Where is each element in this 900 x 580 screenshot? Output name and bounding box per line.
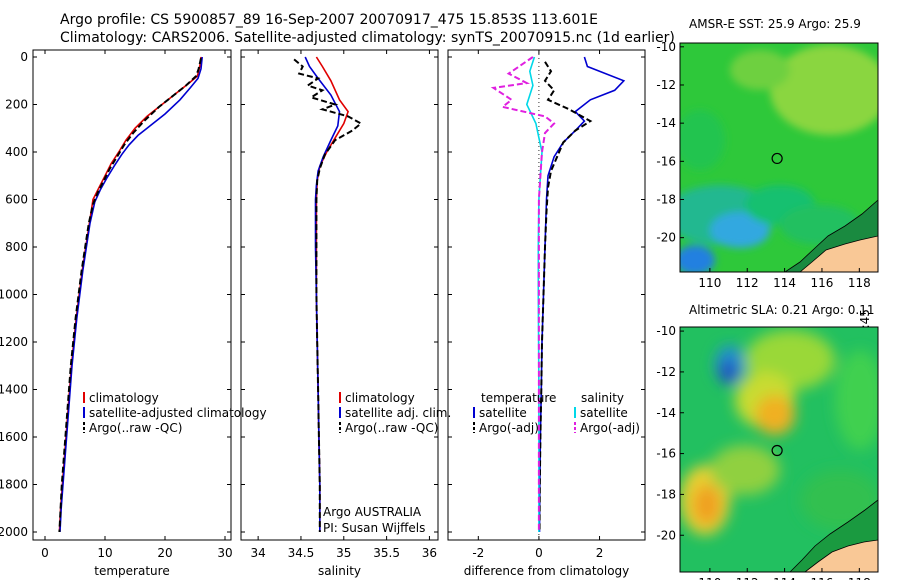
legend-diff-temp-header: temperature <box>481 391 556 405</box>
temperature-xtick-label: 10 <box>97 546 112 560</box>
temperature-ytick-label: 1000 <box>0 288 28 302</box>
temperature-xtick-label: 30 <box>217 546 232 560</box>
sla-map-title: Altimetric SLA: 0.21 Argo: 0.11 <box>689 303 875 317</box>
difference-xtick-label: 0 <box>535 546 543 560</box>
sla-map-frame <box>679 326 879 573</box>
sla-map <box>680 327 878 572</box>
legend-sal-satellite-label: satellite adj. clim. <box>345 406 451 420</box>
sst-map-ytick-label: -20 <box>656 231 676 245</box>
sst-map-xtick-label: 114 <box>773 276 796 290</box>
legend-diff-sal-argo-label: Argo(-adj) <box>580 421 640 435</box>
annotation-pi: PI: Susan Wijffels <box>323 521 425 535</box>
temperature-series-argo-raw-qc- <box>58 57 202 533</box>
sst-map-xtick-label: 112 <box>736 276 759 290</box>
legend-sal-climatology-label: climatology <box>345 391 415 405</box>
difference-xlabel: difference from climatology <box>464 564 630 578</box>
sst-map-ytick-label: -16 <box>656 154 676 168</box>
sla-map-ytick-label: -18 <box>656 487 676 501</box>
temperature-ytick-label: 1400 <box>0 383 28 397</box>
salinity-frame <box>240 49 439 541</box>
salinity-series-satellite-adj-clim- <box>304 56 341 532</box>
temperature-ytick-label: 0 <box>20 50 28 64</box>
difference-series-temperature-satellite <box>538 56 626 533</box>
sst-map-xtick-label: 110 <box>698 276 721 290</box>
sla-map-ytick-label: -14 <box>656 406 676 420</box>
temperature-ytick-label: 200 <box>5 98 28 112</box>
sla-map-xtick-label: 116 <box>811 576 834 580</box>
sst-map-float-marker <box>771 152 783 165</box>
profile-title: Argo profile: CS 5900857_89 16-Sep-2007 … <box>60 12 598 28</box>
sst-map-ytick-label: -12 <box>656 78 676 92</box>
temperature-ytick-label: 1200 <box>0 335 28 349</box>
sla-map-xtick-label: 112 <box>736 576 759 580</box>
sla-map-ytick-label: -12 <box>656 365 676 379</box>
temperature-series-climatology <box>58 56 202 533</box>
legend-temp-satellite-label: satellite-adjusted climatology <box>89 406 267 420</box>
temperature-xlabel: temperature <box>94 564 169 578</box>
temperature-panel: 0 10 20 30 0 200 400 600 800 1000 1200 1400 1600 1800… <box>0 49 233 578</box>
temperature-ytick-label: 400 <box>5 145 28 159</box>
sst-map-xtick-label: 116 <box>811 276 834 290</box>
difference-series-salinity-argo-adj- <box>490 56 556 532</box>
difference-panel: -2 0 2 difference from climatology <box>447 49 646 578</box>
difference-series-salinity-satellite <box>525 56 543 532</box>
temperature-series-satellite-adjusted-climatology <box>59 56 203 533</box>
legend-diff-temp-argo-label: Argo(-adj) <box>479 421 539 435</box>
sst-map-ytick-label: -18 <box>656 192 676 206</box>
annotation-argo-australia: Argo AUSTRALIA <box>323 505 422 519</box>
sla-map-xtick-label: 118 <box>848 576 871 580</box>
temperature-frame <box>32 49 232 541</box>
temperature-ytick-label: 1600 <box>0 430 28 444</box>
sla-map-xtick-label: 114 <box>773 576 796 580</box>
salinity-series-argo-raw-qc- <box>293 58 363 532</box>
sst-map <box>680 43 878 272</box>
salinity-xlabel: salinity <box>318 564 361 578</box>
legend-temp-climatology-label: climatology <box>89 391 159 405</box>
temperature-ytick-label: 2000 <box>0 525 28 539</box>
salinity-panel: 34 34.5 35 35.5 36 salinity <box>240 49 439 578</box>
legend-temp-argo-label: Argo(..raw -QC) <box>89 421 182 435</box>
temperature-ytick-label: 800 <box>5 240 28 254</box>
salinity-xtick-label: 35.5 <box>373 546 400 560</box>
salinity-series-climatology <box>315 56 349 532</box>
sla-map-xtick-label: 110 <box>698 576 721 580</box>
sla-map-ytick-label: -10 <box>656 324 676 338</box>
temperature-ytick-label: 1800 <box>0 478 28 492</box>
sst-map-xtick-label: 118 <box>848 276 871 290</box>
climatology-title: Climatology: CARS2006. Satellite-adjuste… <box>60 30 675 46</box>
salinity-xtick-label: 35 <box>336 546 351 560</box>
sla-map-ytick-label: -16 <box>656 447 676 461</box>
temperature-xtick-label: 20 <box>157 546 172 560</box>
legend-diff-temp-satellite-label: satellite <box>479 406 527 420</box>
sla-map-float-marker <box>771 444 783 457</box>
timestamp-label: CSIRO 24-Sep-2007 10:31:45 <box>858 309 872 485</box>
salinity-xtick-label: 36 <box>422 546 437 560</box>
legend-diff-sal-header: salinity <box>581 391 624 405</box>
salinity-xtick-label: 34 <box>250 546 265 560</box>
difference-frame <box>447 49 646 541</box>
sla-map-ytick-label: -20 <box>656 528 676 542</box>
sst-map-frame <box>679 42 879 273</box>
salinity-xtick-label: 34.5 <box>288 546 315 560</box>
temperature-xtick-label: 0 <box>41 546 49 560</box>
sst-map-title: AMSR-E SST: 25.9 Argo: 25.9 <box>689 17 861 31</box>
sst-map-ytick-label: -14 <box>656 116 676 130</box>
difference-series-temperature-argo-adj- <box>538 61 593 533</box>
temperature-ytick-label: 600 <box>5 193 28 207</box>
legend-sal-argo-label: Argo(..raw -QC) <box>345 421 438 435</box>
difference-xtick-label: -2 <box>472 546 484 560</box>
legend-diff-sal-satellite-label: satellite <box>580 406 628 420</box>
difference-xtick-label: 2 <box>596 546 604 560</box>
